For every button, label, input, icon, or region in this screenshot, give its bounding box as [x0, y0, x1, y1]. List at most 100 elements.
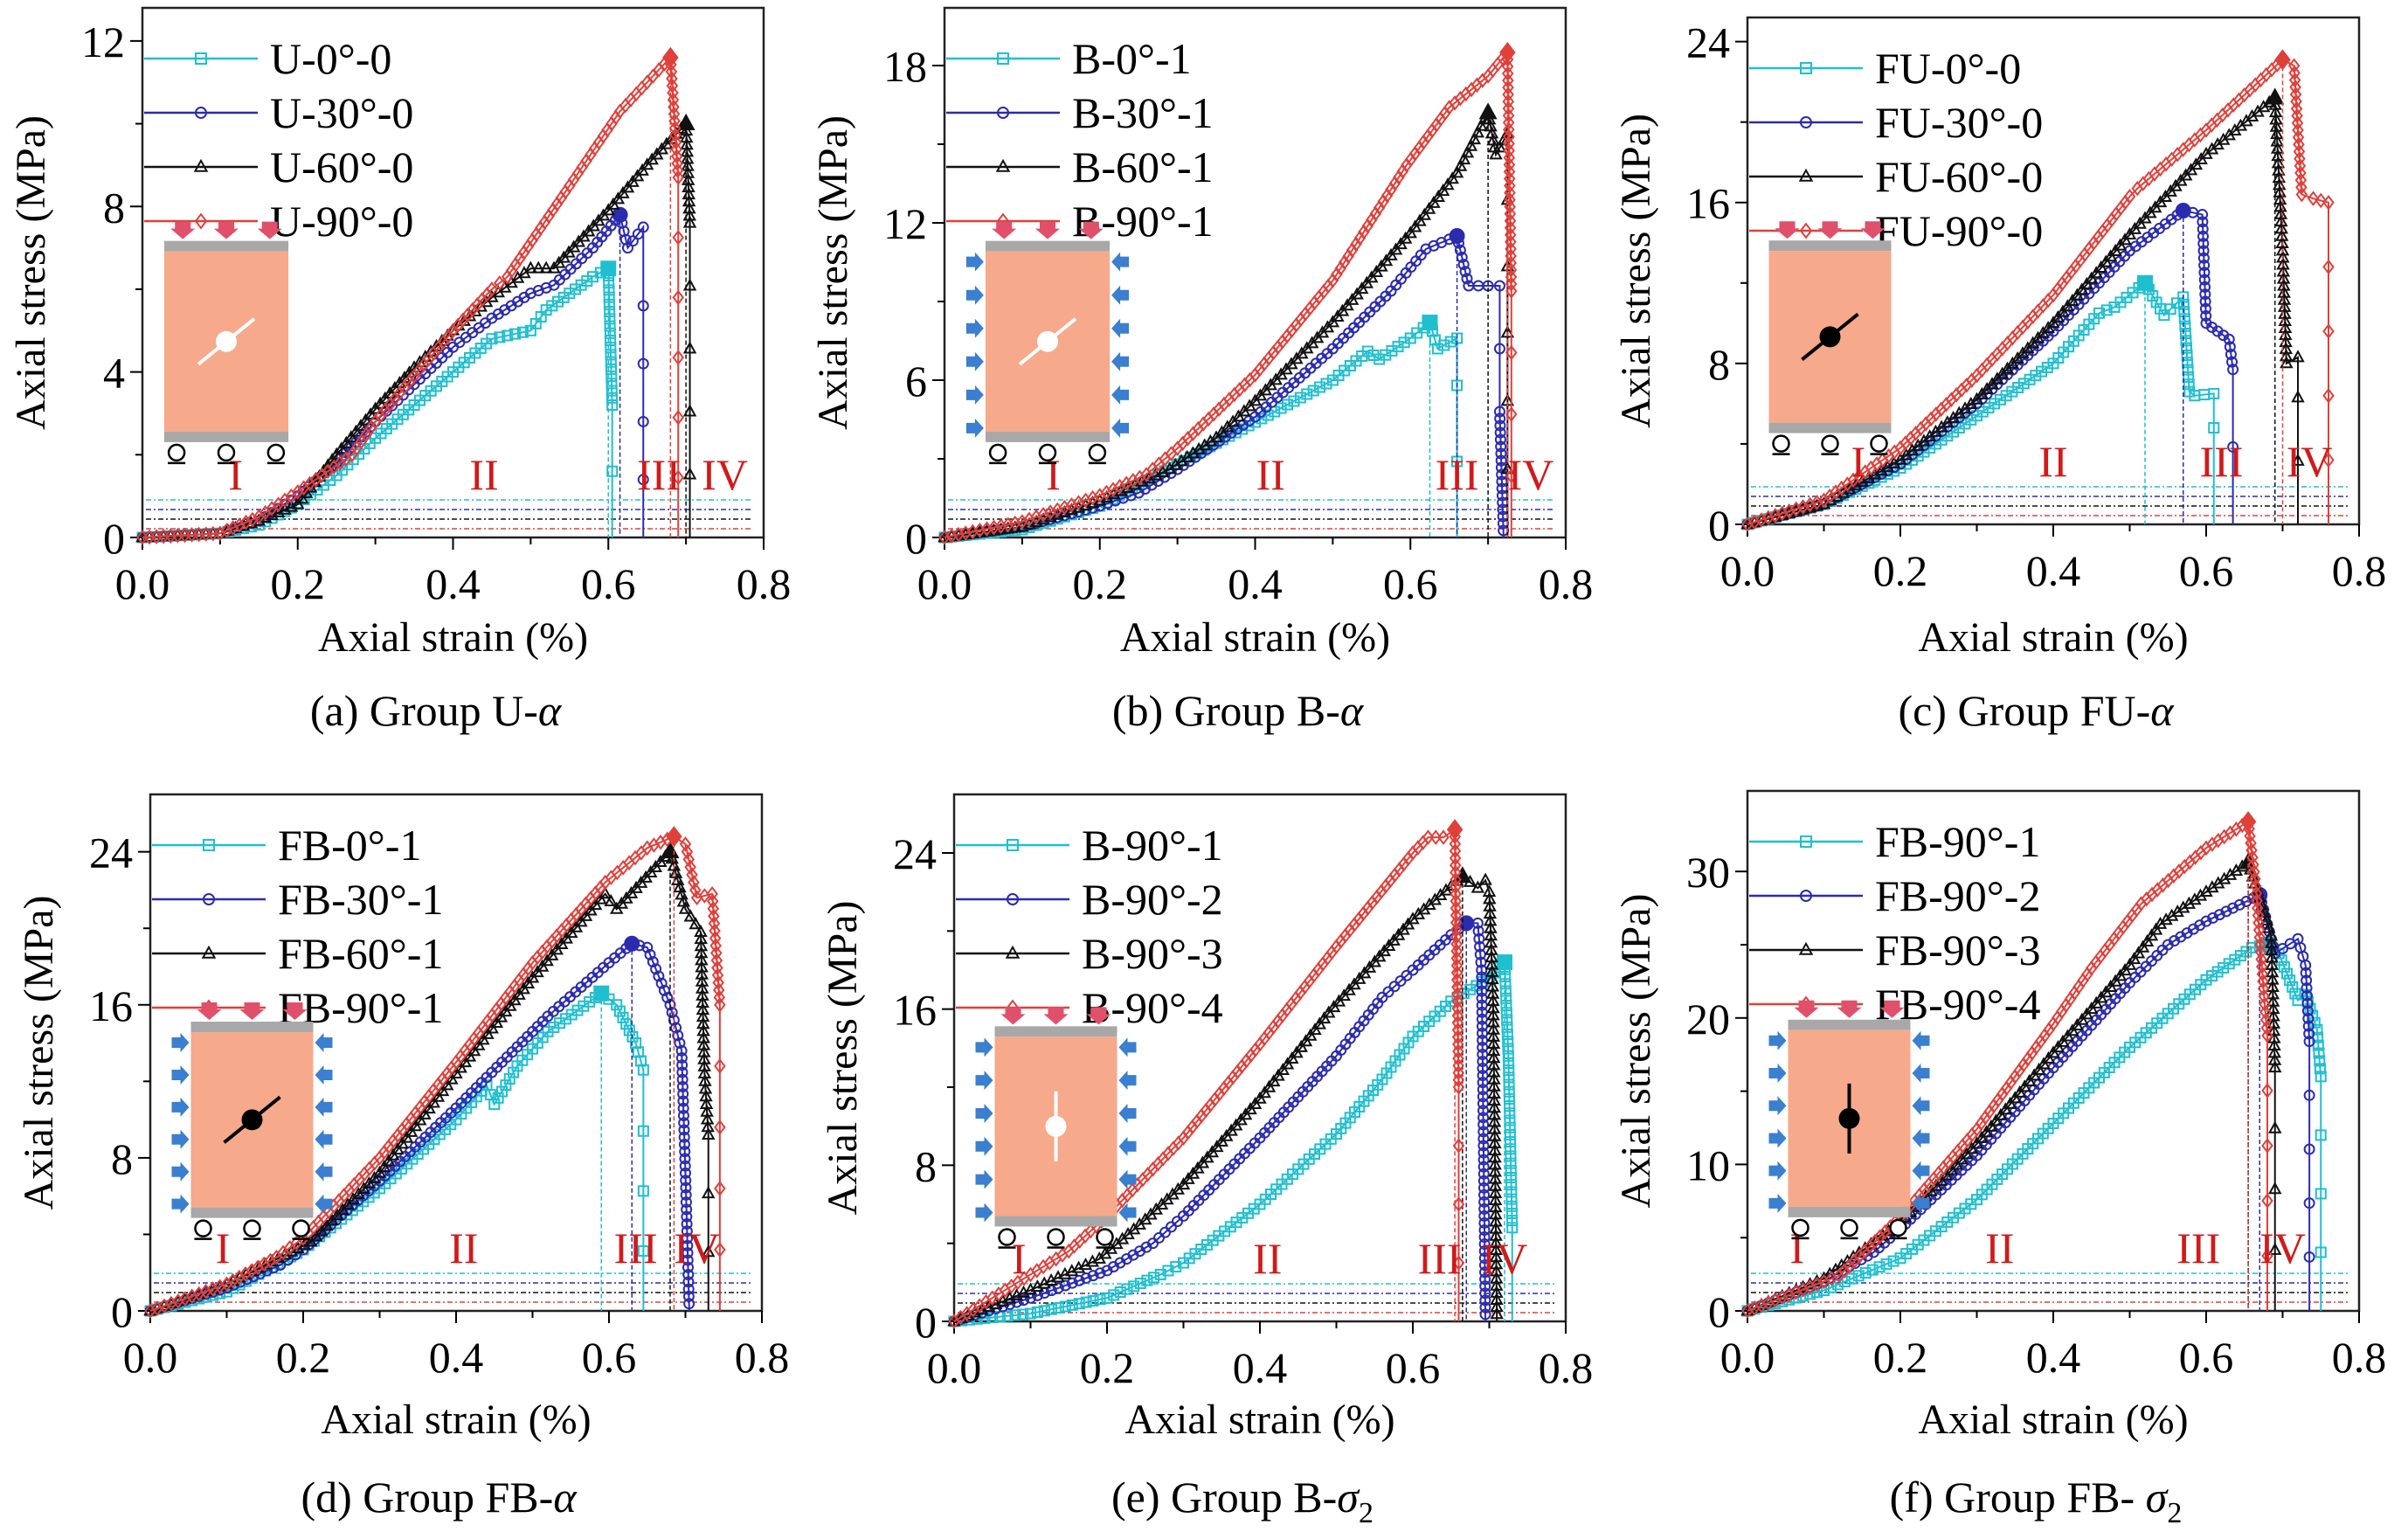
series-FU-90°-0	[1741, 49, 2335, 532]
data-point	[678, 1131, 690, 1143]
data-point	[2295, 179, 2308, 196]
data-point	[1452, 1255, 1465, 1271]
data-point	[1066, 1277, 1078, 1289]
x-tick-label: 0.6	[2179, 1333, 2234, 1382]
load-arrow-icon	[1860, 221, 1886, 239]
data-point	[2197, 230, 2209, 242]
data-point	[1494, 419, 1506, 432]
data-point	[2307, 191, 2320, 206]
data-point	[1025, 1307, 1036, 1320]
data-point	[676, 1066, 688, 1078]
y-axis-title: Axial stress (MPa)	[16, 896, 62, 1210]
data-point	[613, 1005, 626, 1017]
data-point	[2290, 94, 2302, 109]
legend-entry: U-30°-0	[270, 88, 413, 137]
data-point	[1304, 1028, 1318, 1041]
data-point	[1502, 87, 1514, 102]
data-point	[2220, 905, 2232, 918]
data-point	[2303, 1028, 2315, 1040]
data-point	[1476, 1013, 1488, 1025]
data-point	[1502, 80, 1514, 95]
data-point	[1477, 1133, 1490, 1145]
data-point	[2251, 892, 2263, 909]
confining-arrow-icon	[315, 1033, 333, 1053]
data-point	[1490, 1278, 1504, 1291]
data-point	[1017, 1308, 1029, 1321]
data-point	[1501, 59, 1514, 74]
data-point	[702, 1244, 716, 1258]
data-point	[2295, 186, 2308, 203]
data-point	[679, 1146, 691, 1158]
panel-caption: (a) Group U-α	[310, 686, 563, 735]
y-tick-label: 8	[1708, 340, 1730, 389]
legend-marker-icon	[1800, 835, 1812, 848]
legend-entry: B-90°-1	[1072, 197, 1214, 246]
legend: U-0°-0 U-30°-0 U-60°-0 U-90°-0	[144, 34, 413, 246]
data-point	[606, 399, 619, 411]
data-point	[1487, 1114, 1502, 1127]
data-point	[1493, 343, 1505, 355]
data-point	[611, 999, 623, 1011]
x-tick-label: 0.6	[1386, 1343, 1441, 1392]
data-point	[2199, 288, 2211, 301]
data-point	[714, 1120, 726, 1135]
confining-arrow-icon	[1768, 1096, 1787, 1116]
x-tick-label: 0.2	[1873, 1333, 1928, 1382]
data-point	[1504, 1128, 1516, 1140]
data-point	[1505, 283, 1518, 299]
data-point	[1505, 248, 1517, 264]
data-point	[1488, 1157, 1502, 1170]
data-point	[1450, 165, 1464, 178]
phase-label: II	[1253, 1234, 1282, 1283]
data-point	[1502, 1036, 1514, 1048]
legend-entry: FU-0°-0	[1875, 44, 2021, 93]
data-point	[605, 371, 618, 383]
data-point	[2259, 1004, 2272, 1020]
data-point	[1476, 971, 1488, 983]
data-point	[1478, 1259, 1491, 1272]
data-point	[1506, 1222, 1519, 1234]
data-point	[2322, 259, 2335, 275]
data-point	[1477, 1119, 1490, 1131]
data-point	[670, 142, 682, 157]
data-point	[1501, 1014, 1513, 1026]
data-point	[1474, 940, 1486, 953]
data-point	[2303, 1143, 2315, 1155]
x-axis-title: Axial strain (%)	[1120, 614, 1390, 661]
data-point	[669, 134, 682, 150]
confining-arrow-icon	[1912, 1064, 1930, 1084]
data-point	[1494, 426, 1506, 439]
data-point	[344, 430, 358, 443]
data-point	[688, 882, 702, 898]
legend: FB-90°-1FB-90°-2FB-90°-3FB-90°-4	[1749, 817, 2040, 1029]
data-point	[2315, 1188, 2327, 1200]
data-point	[221, 1286, 232, 1298]
phase-label: II	[1985, 1224, 2014, 1272]
data-point	[1457, 988, 1470, 1000]
data-point	[679, 1153, 691, 1165]
data-point	[1478, 1245, 1491, 1258]
confining-arrow-icon	[1912, 1096, 1930, 1116]
data-point	[681, 1203, 693, 1216]
x-tick-label: 0.8	[1539, 1343, 1594, 1392]
legend: FU-0°-0 FU-30°-0 FU-60°-0 FU-90°-0	[1749, 44, 2043, 255]
data-point	[601, 203, 615, 216]
y-tick-label: 24	[893, 829, 937, 878]
confining-arrow-icon	[1912, 1128, 1930, 1148]
data-point	[1487, 1057, 1501, 1071]
data-point	[2200, 310, 2212, 322]
data-point	[598, 886, 612, 899]
data-point	[1450, 893, 1463, 909]
legend-entry: B-90°-3	[1082, 929, 1223, 978]
data-point	[2255, 951, 2267, 967]
data-point	[1080, 1296, 1092, 1308]
data-point	[1488, 1150, 1502, 1163]
load-arrow-icon	[239, 1002, 265, 1021]
data-point	[2181, 349, 2193, 361]
data-point	[688, 917, 702, 930]
data-point	[668, 113, 681, 129]
legend: FB-0°-1FB-30°-1FB-60°-1FB-90°-1	[152, 821, 443, 1032]
data-point	[682, 1269, 695, 1281]
caption-text: (f) Group FB-	[1890, 1473, 2146, 1522]
data-point	[678, 1124, 690, 1136]
